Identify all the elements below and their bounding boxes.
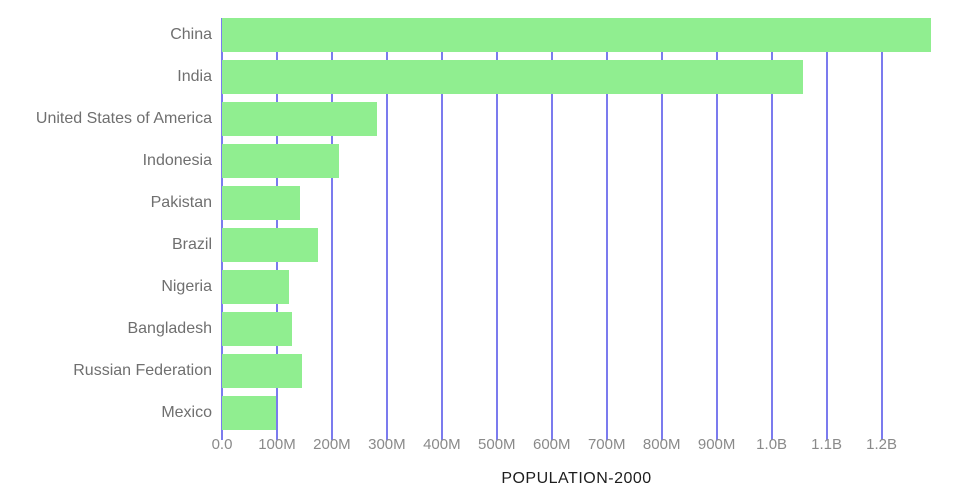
category-label-pakistan: Pakistan	[150, 194, 212, 211]
x-tick-label-700m: 700M	[587, 436, 626, 453]
bar-russian-federation	[222, 354, 303, 388]
chart-title: POPULATION-2000	[501, 470, 652, 487]
category-label-nigeria: Nigeria	[161, 278, 212, 295]
x-tick-label-200m: 200M	[313, 436, 351, 453]
gridline-1-1b	[825, 18, 828, 440]
gridline-400m	[440, 18, 443, 440]
gridline-600m	[550, 18, 553, 440]
category-label-indonesia: Indonesia	[142, 152, 212, 169]
gridline-500m	[495, 18, 498, 440]
bar-brazil	[222, 228, 319, 262]
category-label-china: China	[170, 26, 212, 43]
bar-china	[222, 18, 931, 52]
gridline-1-0b	[770, 18, 773, 440]
category-label-bangladesh: Bangladesh	[127, 320, 212, 337]
gridline-900m	[715, 18, 718, 440]
x-tick-label-0-0: 0.0	[211, 436, 233, 453]
bar-united-states-of-america	[222, 102, 377, 136]
x-tick-label-500m: 500M	[478, 436, 516, 453]
gridline-300m	[385, 18, 388, 440]
bar-india	[222, 60, 803, 94]
category-label-brazil: Brazil	[171, 236, 212, 253]
category-label-mexico: Mexico	[161, 404, 212, 421]
gridline-1-2b	[880, 18, 883, 440]
gridline-800m	[660, 18, 663, 440]
category-label-united-states-of-america: United States of America	[35, 110, 212, 127]
x-tick-label-600m: 600M	[533, 436, 571, 453]
x-tick-label-1-1b: 1.1B	[811, 436, 842, 453]
gridline-700m	[605, 18, 608, 440]
bar-mexico	[222, 396, 277, 430]
x-tick-label-400m: 400M	[423, 436, 461, 453]
gridline-200m	[330, 18, 333, 440]
x-tick-label-1-0b: 1.0B	[756, 436, 788, 453]
bar-nigeria	[222, 270, 290, 304]
bar-bangladesh	[222, 312, 293, 346]
category-label-russian-federation: Russian Federation	[73, 362, 212, 379]
x-tick-label-1-2b: 1.2B	[866, 436, 897, 453]
x-tick-label-300m: 300M	[368, 436, 406, 453]
bar-pakistan	[222, 186, 301, 220]
bar-indonesia	[222, 144, 339, 178]
category-label-india: India	[177, 68, 212, 85]
x-tick-label-800m: 800M	[642, 436, 681, 453]
x-tick-label-900m: 900M	[697, 436, 736, 453]
x-tick-label-100m: 100M	[258, 436, 296, 453]
